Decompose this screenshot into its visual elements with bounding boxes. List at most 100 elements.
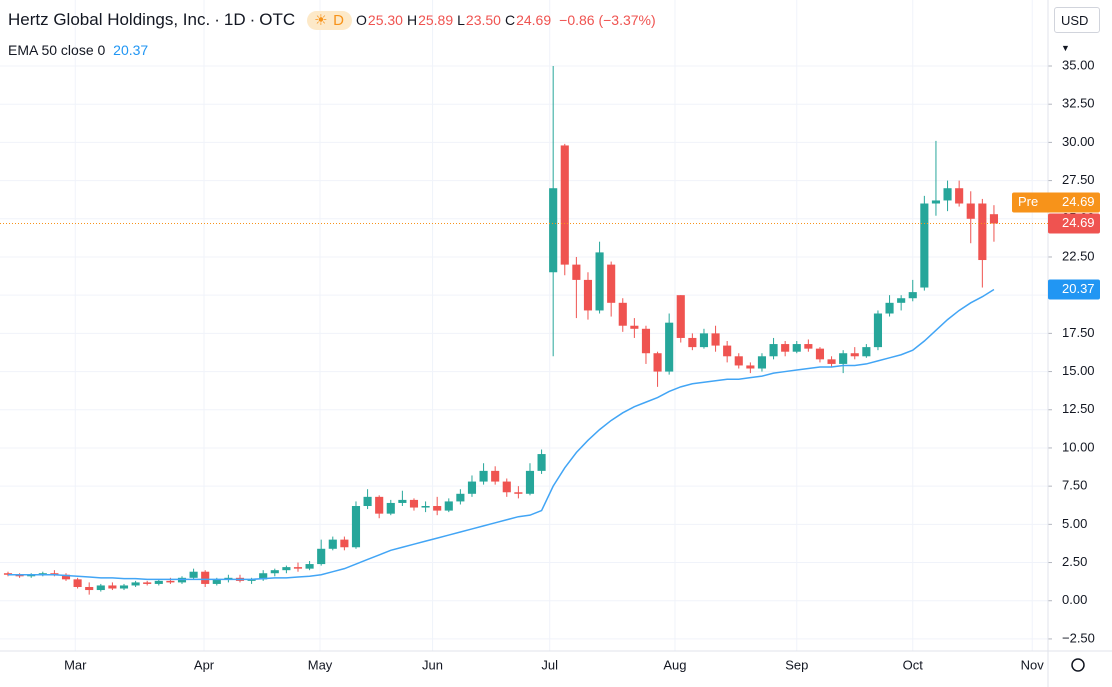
candle-body <box>653 353 662 372</box>
price-label-bg <box>1048 213 1100 234</box>
candle-body <box>966 203 975 219</box>
candle-body <box>421 506 430 508</box>
y-tick-label: −2.50 <box>1062 630 1095 645</box>
candle-body <box>607 264 616 303</box>
candle-body <box>340 539 349 548</box>
candle-body <box>839 353 848 364</box>
header: Hertz Global Holdings, Inc.·1D·OTCDO25.3… <box>8 10 660 30</box>
candle-body <box>769 344 778 357</box>
candle-body <box>131 582 140 586</box>
candle-body <box>143 582 152 584</box>
settings-button[interactable] <box>1071 658 1085 672</box>
candle-body <box>897 298 906 303</box>
ohlc-label: C <box>504 12 516 28</box>
y-tick-label: 7.50 <box>1062 478 1087 493</box>
candle-body <box>456 493 465 502</box>
candle-body <box>154 580 163 584</box>
candle-body <box>862 347 871 357</box>
candle-body <box>978 203 987 261</box>
exchange: OTC <box>259 10 296 29</box>
price-label: 20.37 <box>1062 281 1095 296</box>
x-tick-label: May <box>308 657 333 672</box>
y-tick-label: 27.50 <box>1062 172 1095 187</box>
candle-body <box>549 188 558 273</box>
candle-body <box>328 539 337 549</box>
x-tick-label: Aug <box>663 657 686 672</box>
candle-body <box>989 214 999 224</box>
candle-body <box>270 570 279 574</box>
candle-body <box>224 577 233 580</box>
x-tick-label: Apr <box>194 657 215 672</box>
candle-body <box>560 145 569 265</box>
candle-body <box>212 579 221 584</box>
candle-body <box>247 579 256 581</box>
y-tick-label: 22.50 <box>1062 248 1095 263</box>
candle-body <box>688 337 697 348</box>
candle-body <box>746 365 755 369</box>
ohlc-value: 25.30 <box>367 12 403 28</box>
symbol: Hertz Global Holdings, Inc. <box>8 10 211 29</box>
candle-body <box>908 292 917 299</box>
currency-selector[interactable]: USD ▼ <box>1054 7 1100 53</box>
x-tick-label: Sep <box>785 657 808 672</box>
candle-body <box>827 359 836 364</box>
candle-body <box>873 313 883 348</box>
candle-body <box>189 571 198 578</box>
x-tick-label: Jul <box>541 657 558 672</box>
candle-body <box>15 574 24 577</box>
candle-body <box>444 501 453 511</box>
candle-body <box>27 574 36 577</box>
candle-body <box>572 264 581 280</box>
ema-line <box>8 288 995 581</box>
price-label: 24.69 <box>1062 215 1095 230</box>
y-tick-label: 35.00 <box>1062 57 1095 72</box>
candle-body <box>433 506 442 511</box>
candle-body <box>804 344 813 349</box>
candle-body <box>723 345 732 357</box>
price-label: 24.69 <box>1062 194 1095 209</box>
y-tick-label: 30.00 <box>1062 134 1095 149</box>
candle-body <box>514 492 523 494</box>
candle-body <box>920 203 929 288</box>
ohlc-value: 23.50 <box>465 12 501 28</box>
candle-body <box>781 344 790 352</box>
candle-body <box>3 573 13 575</box>
currency: USD <box>1061 13 1089 28</box>
x-tick-label: Nov <box>1021 657 1045 672</box>
y-tick-label: 0.00 <box>1062 592 1087 607</box>
candle-body <box>757 356 767 369</box>
candle-body <box>409 499 419 508</box>
ohlc-label: H <box>406 12 418 28</box>
candle-body <box>665 322 674 372</box>
price-label-bg <box>1048 279 1100 300</box>
candle-body <box>479 470 488 482</box>
price-label-bg <box>1012 192 1100 213</box>
y-tick-label: 17.50 <box>1062 325 1095 340</box>
change: −0.86 (−3.37%) <box>559 12 656 28</box>
interval[interactable]: 1D <box>223 10 246 29</box>
indicator-name[interactable]: EMA 50 close 0 <box>8 42 106 58</box>
ohlc: O25.30 H25.89 L23.50 C24.69 <box>356 12 555 28</box>
candle-body <box>676 295 685 338</box>
candle-body <box>955 188 964 204</box>
ohlc-label: O <box>356 12 367 28</box>
candle-body <box>815 348 825 360</box>
candle-body <box>201 571 210 584</box>
y-tick-label: 2.50 <box>1062 554 1087 569</box>
candle-body <box>363 496 372 507</box>
y-tick-label: 5.00 <box>1062 516 1087 531</box>
candle-body <box>711 333 720 346</box>
candle-body <box>850 353 859 357</box>
candle-body <box>317 548 326 565</box>
candle-body <box>38 573 47 575</box>
candle-body <box>885 302 894 314</box>
y-tick-label: 10.00 <box>1062 439 1095 454</box>
candle-body <box>699 333 709 348</box>
candle-body <box>467 481 477 494</box>
candle-body <box>525 470 535 494</box>
session-badge[interactable]: D <box>307 11 353 30</box>
indicator-legend: EMA 50 close 0 20.37 <box>8 42 148 58</box>
x-tick-label: Jun <box>422 657 443 672</box>
candle-body <box>618 302 627 326</box>
